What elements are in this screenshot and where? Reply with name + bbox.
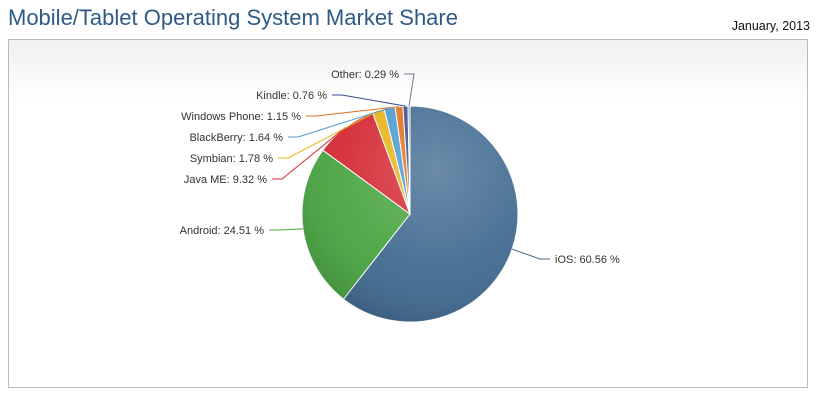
connector-ios	[511, 248, 550, 260]
pie-chart: iOS: 60.56 % Android: 24.51 % Java ME: 9.3…	[180, 69, 620, 323]
connector-blackberry	[288, 107, 390, 138]
slice-label-blackberry: BlackBerry: 1.64 %	[189, 132, 283, 144]
slice-label-java-me: Java ME: 9.32 %	[184, 174, 267, 186]
connector-other	[404, 73, 415, 107]
chart-area: iOS: 60.56 % Android: 24.51 % Java ME: 9.3…	[8, 39, 808, 388]
slice-label-other: Other: 0.29 %	[331, 69, 399, 81]
slice-label-android: Android: 24.51 %	[180, 225, 265, 237]
connector-windows-phone	[306, 106, 400, 117]
slice-label-kindle: Kindle: 0.76 %	[256, 90, 327, 102]
pie-connectors	[269, 73, 550, 260]
connector-java-me	[272, 127, 346, 180]
chart-date: January, 2013	[731, 19, 810, 33]
connector-symbian	[278, 110, 379, 159]
pie-labels: iOS: 60.56 % Android: 24.51 % Java ME: 9.3…	[180, 69, 620, 266]
slice-label-windows-phone: Windows Phone: 1.15 %	[181, 111, 301, 123]
pie-slices	[301, 105, 519, 323]
slice-label-symbian: Symbian: 1.78 %	[190, 153, 273, 165]
chart-title: Mobile/Tablet Operating System Market Sh…	[8, 5, 458, 30]
connector-android	[269, 228, 304, 231]
slice-label-ios: iOS: 60.56 %	[555, 254, 620, 266]
connector-kindle	[332, 94, 406, 107]
